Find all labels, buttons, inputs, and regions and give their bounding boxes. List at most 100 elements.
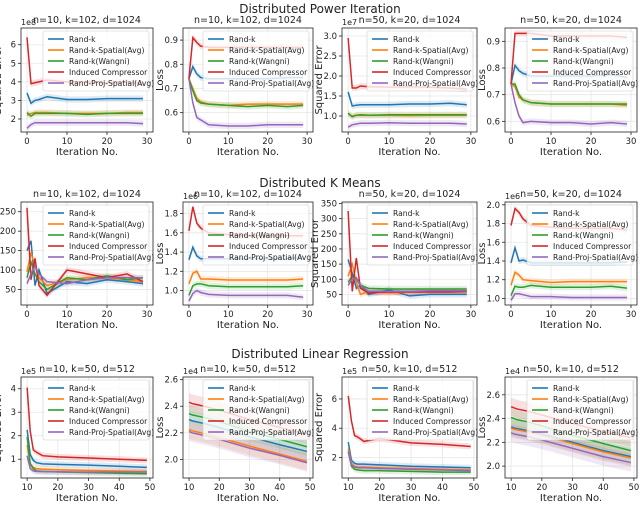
y-axis-exponent: 1e4 — [183, 367, 198, 376]
subplot: 10 20 30 40 50 2 4 6 n=50, k=10, d=512 Iteration … — [314, 364, 479, 504]
legend-label: Rand-k-Spatial(Avg) — [229, 395, 304, 404]
subplot-title: n=10, k=102, d=1024 — [194, 15, 302, 26]
subplot-title: n=50, k=20, d=1024 — [520, 189, 622, 200]
subplot-title: n=10, k=50, d=512 — [39, 364, 135, 375]
subplot-title: n=10, k=102, d=1024 — [194, 189, 302, 200]
x-tick-label: 20 — [425, 310, 436, 320]
subplot-title: n=50, k=20, d=1024 — [359, 189, 461, 200]
y-axis-exponent: 1e5 — [342, 367, 357, 376]
y-tick-label: 3.0 — [323, 32, 337, 42]
confidence-band — [348, 273, 467, 293]
legend-label: Induced Compressor — [553, 242, 632, 251]
y-axis-label: Squared Error — [314, 392, 325, 462]
y-tick-label: 100 — [0, 266, 16, 276]
series-line — [510, 293, 627, 301]
legend-label: Induced Compressor — [229, 68, 308, 77]
legend-label: Rand-k(Wangni) — [229, 406, 290, 415]
row-title-k-means: Distributed K Means — [259, 176, 380, 190]
subplot-title: n=50, k=20, d=1024 — [359, 15, 461, 26]
legend-label: Induced Compressor — [229, 417, 308, 426]
x-tick-label: 30 — [302, 310, 313, 320]
x-tick-label: 10 — [62, 137, 73, 147]
legend-box — [42, 379, 150, 441]
confidence-band — [511, 80, 627, 108]
x-tick-label: 20 — [102, 137, 113, 147]
y-tick-label: 2 — [11, 432, 16, 442]
y-tick-label: 2.0 — [486, 201, 500, 211]
legend-label: Rand-k-Spatial(Avg) — [393, 395, 468, 404]
x-axis-label: Iteration No. — [217, 147, 279, 158]
legend-label: Rand-Proj-Spatial(Avg) — [69, 79, 154, 88]
legend-label: Rand-k — [393, 384, 420, 393]
y-tick-label: 0.9 — [486, 37, 500, 47]
y-tick-label: 350 — [321, 200, 337, 210]
x-tick-label: 10 — [223, 137, 234, 147]
y-tick-label: 2.4 — [164, 402, 178, 412]
y-tick-label: 2 — [11, 115, 16, 125]
legend-label: Rand-k — [393, 35, 420, 44]
confidence-band — [27, 89, 143, 107]
y-tick-label: 2.0 — [486, 462, 500, 472]
x-tick-label: 20 — [586, 310, 597, 320]
x-tick-label: 10 — [184, 483, 195, 493]
y-tick-label: 1.4 — [164, 248, 178, 258]
x-tick-label: 30 — [567, 483, 578, 493]
y-tick-label: 3 — [11, 408, 16, 418]
axes-frame — [341, 201, 478, 306]
x-tick-label: 0 — [24, 310, 29, 320]
y-tick-label: 50 — [5, 285, 16, 295]
axes-frame — [20, 27, 154, 133]
subplot: 0 10 20 30 1.0 1.5 2.0 2.5 3.0 n=50, k=20, d=1024… — [314, 15, 478, 158]
x-tick-label: 10 — [506, 483, 517, 493]
legend-label: Rand-Proj-Spatial(Avg) — [553, 428, 638, 437]
legend-label: Rand-k(Wangni) — [69, 57, 130, 66]
y-tick-label: 0.8 — [164, 60, 178, 70]
axes-frame — [20, 376, 154, 479]
subplot: 0 10 20 30 0.6 0.7 0.8 0.9 n=10, k=102, d=1024 It… — [155, 15, 314, 158]
legend-label: Rand-k — [229, 384, 256, 393]
legend-label: Rand-Proj-Spatial(Avg) — [553, 253, 638, 262]
legend-label: Induced Compressor — [69, 417, 148, 426]
x-tick-label: 50 — [145, 483, 156, 493]
legend: Rand-k Rand-k-Spatial(Avg) Rand-k(Wangni) I… — [42, 30, 154, 92]
legend-label: Rand-Proj-Spatial(Avg) — [69, 253, 154, 262]
legend-label: Induced Compressor — [393, 242, 472, 251]
row-title-power-iteration: Distributed Power Iteration — [239, 2, 401, 16]
axes-frame — [20, 201, 154, 306]
legend-label: Rand-Proj-Spatial(Avg) — [553, 79, 638, 88]
x-tick-label: 0 — [345, 137, 350, 147]
confidence-band — [511, 269, 627, 289]
legend-label: Rand-k(Wangni) — [229, 57, 290, 66]
axes-frame — [504, 376, 638, 479]
legend-label: Rand-k(Wangni) — [393, 231, 454, 240]
series-line — [188, 78, 304, 127]
confidence-band — [188, 268, 304, 287]
y-tick-label: 100 — [321, 275, 337, 285]
x-tick-label: 0 — [186, 137, 191, 147]
y-axis-label: Loss — [155, 243, 166, 265]
confidence-band — [27, 237, 143, 297]
y-tick-label: 1.2 — [486, 276, 500, 286]
y-tick-label: 2.4 — [486, 415, 500, 425]
legend: Rand-k Rand-k-Spatial(Avg) Rand-k(Wangni) I… — [202, 30, 314, 92]
y-tick-label: 0.7 — [164, 84, 178, 94]
legend-label: Rand-k — [69, 384, 96, 393]
subplot-title: n=50, k=10, d=512 — [362, 364, 458, 375]
y-tick-label: 1.8 — [486, 220, 500, 230]
legend-label: Rand-k-Spatial(Avg) — [553, 220, 628, 229]
x-axis-label: Iteration No. — [56, 320, 118, 331]
y-tick-label: 1 — [11, 455, 16, 465]
legend-label: Induced Compressor — [69, 68, 148, 77]
subplot: 0 10 20 30 0.6 0.7 0.8 0.9 n=50, k=20, d=1024 Ite… — [477, 15, 638, 158]
y-axis-label: Squared Error — [310, 218, 321, 288]
x-tick-label: 50 — [305, 483, 316, 493]
y-tick-label: 3 — [11, 96, 16, 106]
y-tick-label: 2.2 — [164, 429, 178, 439]
legend-label: Rand-k-Spatial(Avg) — [393, 220, 468, 229]
subplot: 0 10 20 30 50 100 150 200 250 n=10, k=102, d=1024… — [0, 189, 154, 331]
y-tick-label: 2.5 — [323, 52, 337, 62]
y-tick-label: 4 — [332, 424, 337, 434]
legend-label: Rand-k(Wangni) — [553, 406, 614, 415]
confidence-band — [348, 439, 471, 471]
series-line — [347, 451, 471, 473]
